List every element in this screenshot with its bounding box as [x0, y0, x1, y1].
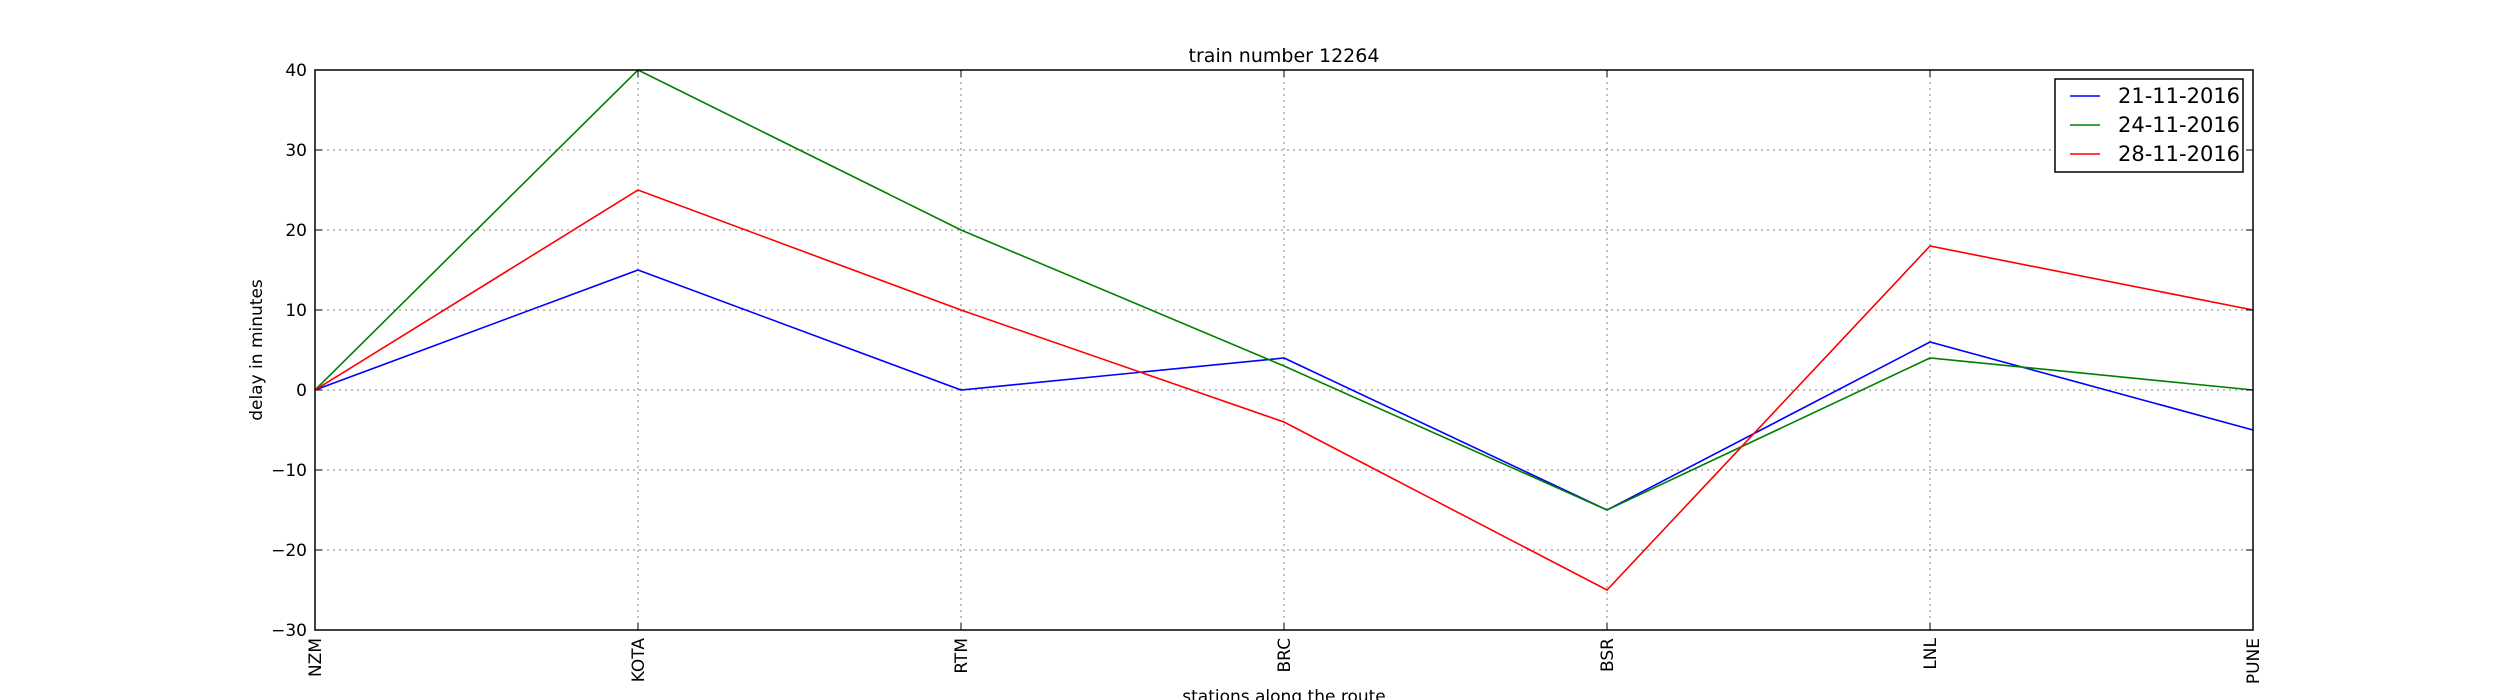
- y-tick-label: 10: [285, 301, 307, 321]
- y-tick-label: 0: [296, 381, 307, 401]
- legend: 21-11-2016 24-11-2016 28-11-2016: [2054, 78, 2244, 173]
- series-line-2: [314, 189, 2254, 591]
- chart-title: train number 12264: [1189, 45, 1380, 67]
- y-axis-label: delay in minutes: [247, 279, 267, 421]
- y-tick-label: −30: [271, 621, 307, 641]
- y-tick-label: 20: [285, 221, 307, 241]
- x-tick-label: NZM: [306, 638, 326, 677]
- x-tick-label: BSR: [1598, 638, 1618, 672]
- axis-ticks: −30 −20 −10 0 10 20 30 40 NZM KOTA RTM BRC BSR LNL PUN…: [271, 61, 2264, 684]
- x-tick-label: BRC: [1275, 638, 1295, 673]
- legend-label-0: 21-11-2016: [2118, 84, 2240, 108]
- x-tick-label: PUNE: [2244, 638, 2264, 684]
- legend-label-1: 24-11-2016: [2118, 113, 2240, 137]
- x-axis-label: stations along the route: [1182, 687, 1386, 700]
- legend-label-2: 28-11-2016: [2118, 142, 2240, 166]
- series-line-0: [314, 269, 2254, 511]
- y-tick-label: −10: [271, 461, 307, 481]
- x-tick-label: KOTA: [629, 638, 649, 683]
- grid: [315, 70, 2253, 630]
- y-tick-label: 40: [285, 61, 307, 81]
- y-tick-label: −20: [271, 541, 307, 561]
- y-tick-label: 30: [285, 141, 307, 161]
- x-tick-label: LNL: [1921, 637, 1941, 669]
- x-tick-label: RTM: [952, 638, 972, 674]
